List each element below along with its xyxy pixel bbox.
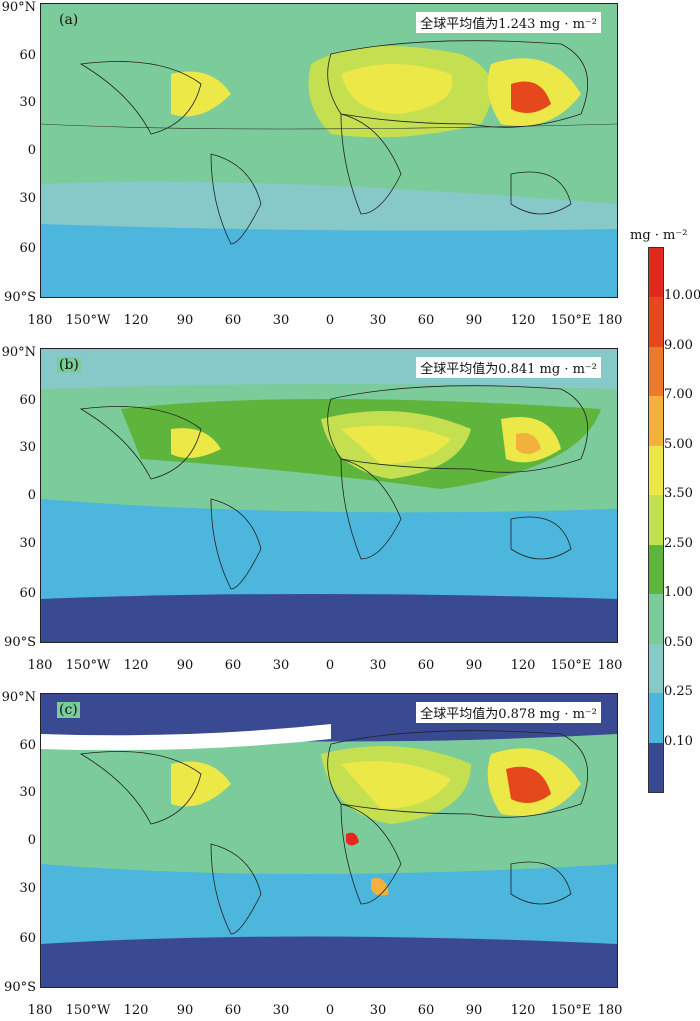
colorbar-segment xyxy=(649,693,663,744)
colorbar-segment xyxy=(649,495,663,546)
lon-label: 0 xyxy=(325,313,335,328)
lat-label: 90°N xyxy=(1,345,36,360)
lon-label: 30 xyxy=(272,1003,290,1018)
lon-label: 90 xyxy=(176,313,194,328)
colorbar-tick: 3.50 xyxy=(664,486,693,501)
lon-label: 60 xyxy=(224,1003,242,1018)
lat-label: 90°N xyxy=(1,0,36,15)
colorbar-segment xyxy=(649,346,663,397)
lon-label: 30 xyxy=(272,313,290,328)
colorbar-tick: 2.50 xyxy=(664,536,693,551)
lat-label: 60 xyxy=(19,393,36,408)
lon-label: 30 xyxy=(369,313,387,328)
contour-map-a xyxy=(41,4,617,297)
colorbar-segment xyxy=(649,544,663,595)
lon-label: 120 xyxy=(510,1003,536,1018)
panel-label: (b) xyxy=(57,357,81,373)
lat-label: 0 xyxy=(27,488,36,503)
lat-label: 30 xyxy=(19,536,36,551)
lon-label: 120 xyxy=(510,313,536,328)
lon-label: 60 xyxy=(417,1003,435,1018)
map-area-c: (c) 全球平均值为0.878 mg · m⁻² xyxy=(40,693,618,988)
map-panel-c: (c) 全球平均值为0.878 mg · m⁻² 90°N 60 30 0 30… xyxy=(0,690,623,1020)
lon-label: 150°E xyxy=(550,313,592,328)
lon-label: 180 xyxy=(597,1003,623,1018)
colorbar-segment xyxy=(649,742,663,793)
colorbar xyxy=(648,247,664,793)
colorbar-tick: 1.00 xyxy=(664,585,693,600)
lat-label: 60 xyxy=(19,738,36,753)
lon-label: 60 xyxy=(224,313,242,328)
global-mean-label: 全球平均值为0.878 mg · m⁻² xyxy=(416,702,601,723)
panel-label: (c) xyxy=(57,702,80,718)
lat-label: 30 xyxy=(19,191,36,206)
lat-label: 90°N xyxy=(1,690,36,705)
lon-label: 180 xyxy=(27,313,53,328)
global-mean-label: 全球平均值为0.841 mg · m⁻² xyxy=(416,357,601,378)
lon-label: 60 xyxy=(417,658,435,673)
lat-label: 90°S xyxy=(4,980,36,995)
colorbar-segment xyxy=(649,297,663,348)
colorbar-tick: 0.10 xyxy=(664,734,693,749)
lon-label: 180 xyxy=(597,313,623,328)
lat-label: 0 xyxy=(27,833,36,848)
colorbar-tick: 0.50 xyxy=(664,635,693,650)
contour-map-b xyxy=(41,349,617,642)
lat-label: 90°S xyxy=(4,290,36,305)
colorbar-segment xyxy=(649,396,663,447)
lon-label: 150°W xyxy=(65,658,111,673)
lat-label: 0 xyxy=(27,143,36,158)
colorbar-segment xyxy=(649,594,663,645)
colorbar-segment xyxy=(649,643,663,694)
lon-label: 90 xyxy=(465,658,483,673)
lon-label: 120 xyxy=(123,313,149,328)
lon-label: 120 xyxy=(510,658,536,673)
lon-label: 150°W xyxy=(65,313,111,328)
lon-label: 60 xyxy=(224,658,242,673)
lon-label: 180 xyxy=(597,658,623,673)
colorbar-tick: 7.00 xyxy=(664,387,693,402)
lat-label: 30 xyxy=(19,881,36,896)
lat-label: 30 xyxy=(19,440,36,455)
lon-label: 120 xyxy=(123,1003,149,1018)
panel-label: (a) xyxy=(57,12,81,28)
lon-label: 90 xyxy=(465,313,483,328)
lon-label: 120 xyxy=(123,658,149,673)
lat-label: 90°S xyxy=(4,635,36,650)
lat-label: 60 xyxy=(19,48,36,63)
colorbar-unit: mg · m⁻² xyxy=(630,228,688,243)
map-area-b: (b) 全球平均值为0.841 mg · m⁻² xyxy=(40,348,618,643)
colorbar-segment xyxy=(649,248,663,298)
lon-label: 150°E xyxy=(550,1003,592,1018)
lat-label: 60 xyxy=(19,241,36,256)
contour-map-c xyxy=(41,694,617,987)
lon-label: 60 xyxy=(417,313,435,328)
colorbar-tick: 10.00 xyxy=(664,288,700,303)
global-mean-label: 全球平均值为1.243 mg · m⁻² xyxy=(416,12,601,33)
colorbar-segment xyxy=(649,445,663,496)
lat-label: 60 xyxy=(19,586,36,601)
lon-label: 180 xyxy=(27,658,53,673)
lat-label: 30 xyxy=(19,785,36,800)
map-area-a: (a) 全球平均值为1.243 mg · m⁻² xyxy=(40,3,618,298)
lon-label: 150°W xyxy=(65,1003,111,1018)
lon-label: 150°E xyxy=(550,658,592,673)
lat-label: 30 xyxy=(19,95,36,110)
colorbar-tick: 9.00 xyxy=(664,338,693,353)
lon-label: 180 xyxy=(27,1003,53,1018)
lon-label: 0 xyxy=(325,658,335,673)
colorbar-tick: 0.25 xyxy=(664,684,693,699)
colorbar-tick: 5.00 xyxy=(664,437,693,452)
map-panel-b: (b) 全球平均值为0.841 mg · m⁻² 90°N 60 30 0 30… xyxy=(0,345,623,675)
map-panel-a: (a) 全球平均值为1.243 mg · m⁻² 90°N 60 30 0 30… xyxy=(0,0,623,330)
lon-label: 90 xyxy=(465,1003,483,1018)
lon-label: 30 xyxy=(369,1003,387,1018)
lon-label: 30 xyxy=(272,658,290,673)
lon-label: 90 xyxy=(176,658,194,673)
lon-label: 90 xyxy=(176,1003,194,1018)
lon-label: 30 xyxy=(369,658,387,673)
lon-label: 0 xyxy=(325,1003,335,1018)
lat-label: 60 xyxy=(19,931,36,946)
